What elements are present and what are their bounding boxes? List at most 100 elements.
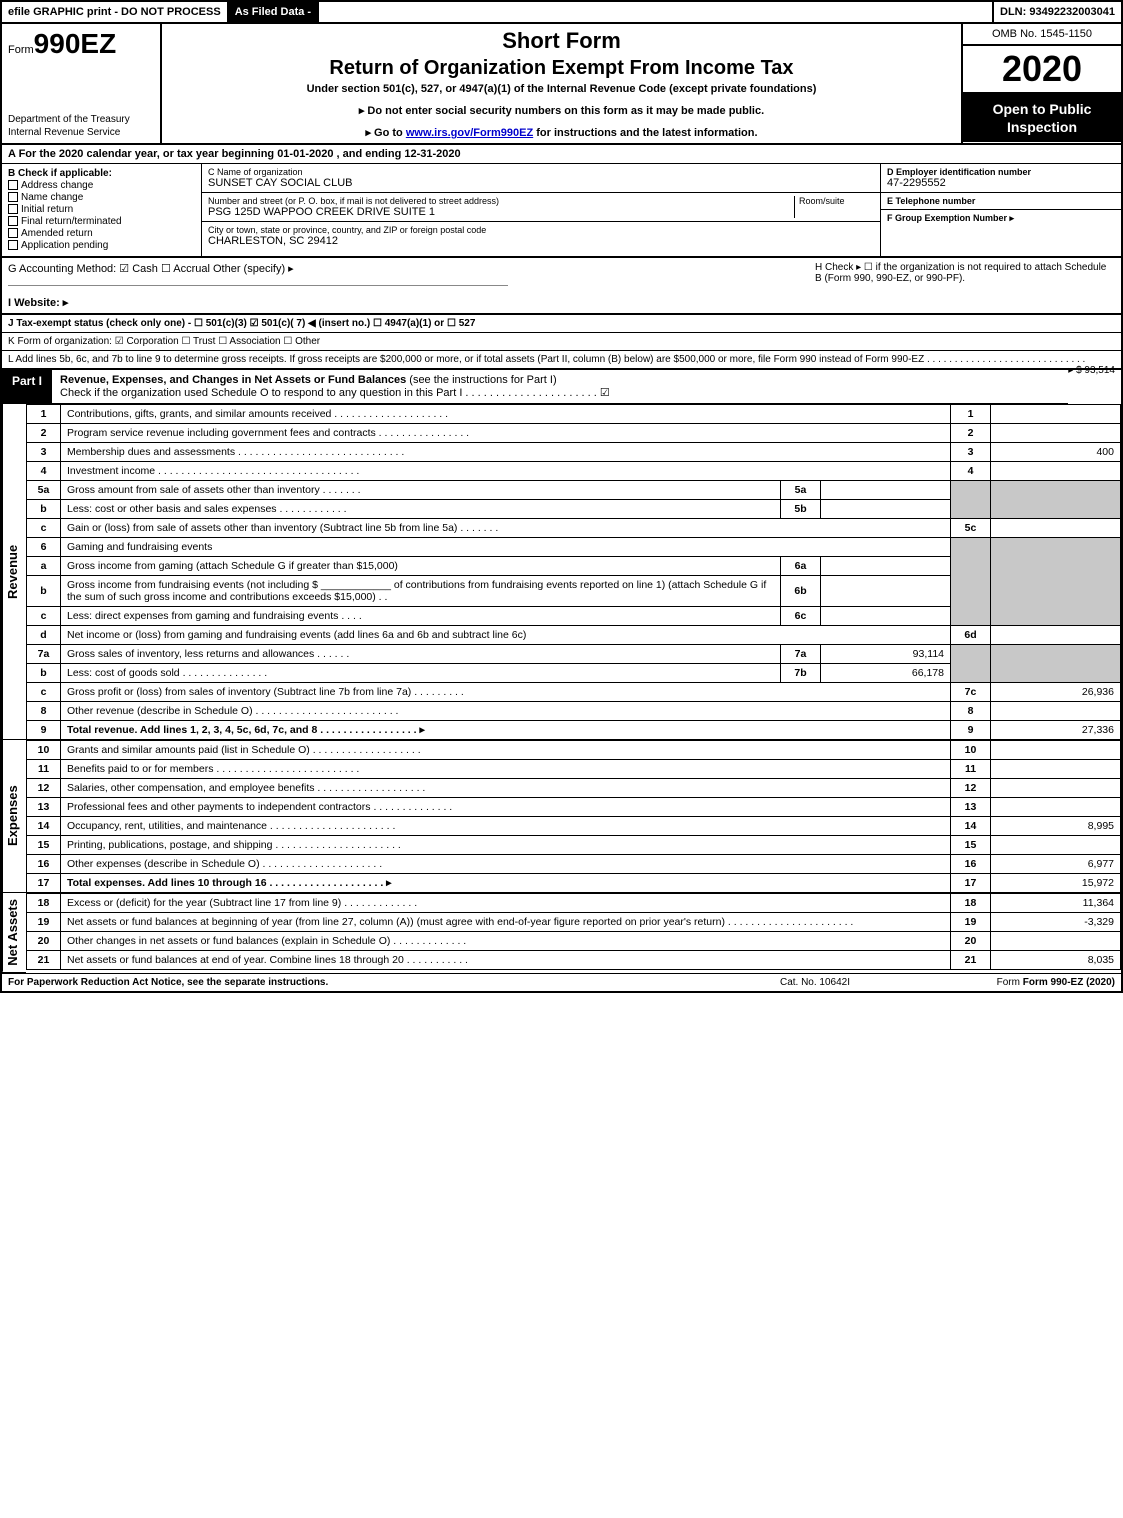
line-8: 8Other revenue (describe in Schedule O) … (27, 702, 1121, 721)
line-num: 8 (27, 702, 61, 721)
form-number-big: 990EZ (34, 28, 117, 59)
open-to-public: Open to Public Inspection (963, 94, 1121, 142)
line-11: 11Benefits paid to or for members . . . … (27, 760, 1121, 779)
address-cell: Number and street (or P. O. box, if mail… (202, 193, 880, 222)
chk-initial-return[interactable]: Initial return (8, 204, 195, 215)
line-9: 9Total revenue. Add lines 1, 2, 3, 4, 5c… (27, 721, 1121, 740)
line-rnum: 14 (951, 817, 991, 836)
line-value: 6,977 (991, 855, 1121, 874)
line-text-bold: Total expenses. Add lines 10 through 16 … (67, 877, 391, 889)
topbar-spacer (319, 2, 994, 22)
expenses-table: 10Grants and similar amounts paid (list … (26, 740, 1121, 893)
checkbox-icon (8, 240, 18, 250)
line-num: c (27, 607, 61, 626)
line-text: Excess or (deficit) for the year (Subtra… (61, 894, 951, 913)
line-rnum: 2 (951, 424, 991, 443)
chk-address-change[interactable]: Address change (8, 180, 195, 191)
line-num: 15 (27, 836, 61, 855)
line-text: Other revenue (describe in Schedule O) .… (61, 702, 951, 721)
line-num: c (27, 683, 61, 702)
line-text: Other changes in net assets or fund bala… (61, 932, 951, 951)
chk-final-return[interactable]: Final return/terminated (8, 216, 195, 227)
subline-num: 5b (781, 500, 821, 519)
netassets-table: 18Excess or (deficit) for the year (Subt… (26, 893, 1121, 970)
chk-label: Name change (21, 192, 83, 203)
row-k: K Form of organization: ☑ Corporation ☐ … (2, 333, 1121, 351)
subtitle-ssn: ▸ Do not enter social security numbers o… (170, 104, 953, 117)
line-rnum: 3 (951, 443, 991, 462)
line-num: 5a (27, 481, 61, 500)
line-value: 8,035 (991, 951, 1121, 970)
net-assets-section: Net Assets 18Excess or (deficit) for the… (2, 893, 1121, 973)
line-value (991, 702, 1121, 721)
line-num: 12 (27, 779, 61, 798)
asfiled-segment: As Filed Data - (229, 2, 319, 22)
line-21: 21Net assets or fund balances at end of … (27, 951, 1121, 970)
chk-label: Address change (21, 180, 93, 191)
ein-label: D Employer identification number (887, 167, 1115, 177)
part1-title: Revenue, Expenses, and Changes in Net As… (52, 370, 1068, 403)
line-rnum: 18 (951, 894, 991, 913)
line-text: Total expenses. Add lines 10 through 16 … (61, 874, 951, 893)
checkbox-icon (8, 228, 18, 238)
line-text: Program service revenue including govern… (61, 424, 951, 443)
line-value (991, 798, 1121, 817)
box-c: C Name of organization SUNSET CAY SOCIAL… (202, 164, 881, 256)
line-5c: cGain or (loss) from sale of assets othe… (27, 519, 1121, 538)
org-name-value: SUNSET CAY SOCIAL CLUB (208, 177, 874, 189)
line-3: 3Membership dues and assessments . . . .… (27, 443, 1121, 462)
line-rnum: 7c (951, 683, 991, 702)
line-text: Less: cost of goods sold . . . . . . . .… (61, 664, 781, 683)
line-rnum: 9 (951, 721, 991, 740)
subtitle-code: Under section 501(c), 527, or 4947(a)(1)… (170, 83, 953, 95)
subline-num: 6b (781, 576, 821, 607)
line-value (991, 741, 1121, 760)
line-18: 18Excess or (deficit) for the year (Subt… (27, 894, 1121, 913)
subline-value: 93,114 (821, 645, 951, 664)
line-num: b (27, 664, 61, 683)
line-num: 17 (27, 874, 61, 893)
line-value (991, 519, 1121, 538)
header-mid: Short Form Return of Organization Exempt… (162, 24, 961, 143)
efile-segment: efile GRAPHIC print - DO NOT PROCESS (2, 2, 229, 22)
phone-label: E Telephone number (887, 196, 1115, 206)
goto-pre: ▸ Go to (365, 127, 405, 139)
line-text: Gross income from gaming (attach Schedul… (61, 557, 781, 576)
gray-cell (991, 538, 1121, 626)
address-label: Number and street (or P. O. box, if mail… (208, 196, 794, 206)
subtitle-goto: ▸ Go to www.irs.gov/Form990EZ for instru… (170, 126, 953, 139)
footer-right: Form Form 990-EZ (2020) (915, 977, 1115, 988)
line-16: 16Other expenses (describe in Schedule O… (27, 855, 1121, 874)
title-return: Return of Organization Exempt From Incom… (170, 57, 953, 80)
line-7c: cGross profit or (loss) from sales of in… (27, 683, 1121, 702)
chk-application-pending[interactable]: Application pending (8, 240, 195, 251)
line-rnum: 13 (951, 798, 991, 817)
expenses-section: Expenses 10Grants and similar amounts pa… (2, 740, 1121, 893)
box-b: B Check if applicable: Address change Na… (2, 164, 202, 256)
part1-title-text: Revenue, Expenses, and Changes in Net As… (60, 374, 406, 386)
form-page: efile GRAPHIC print - DO NOT PROCESS As … (0, 0, 1123, 993)
line-num: 11 (27, 760, 61, 779)
subline-value (821, 557, 951, 576)
line-text: Less: cost or other basis and sales expe… (61, 500, 781, 519)
line-rnum: 4 (951, 462, 991, 481)
irs-link[interactable]: www.irs.gov/Form990EZ (406, 127, 533, 139)
line-num: 2 (27, 424, 61, 443)
omb-number: OMB No. 1545-1150 (963, 24, 1121, 46)
line-text: Printing, publications, postage, and shi… (61, 836, 951, 855)
header-right: OMB No. 1545-1150 2020 Open to Public In… (961, 24, 1121, 143)
line-text: Contributions, gifts, grants, and simila… (61, 405, 951, 424)
chk-amended[interactable]: Amended return (8, 228, 195, 239)
line-num: 7a (27, 645, 61, 664)
line-2: 2Program service revenue including gover… (27, 424, 1121, 443)
line-num: d (27, 626, 61, 645)
line-13: 13Professional fees and other payments t… (27, 798, 1121, 817)
gray-cell (951, 645, 991, 683)
line-value (991, 626, 1121, 645)
checkbox-icon (8, 180, 18, 190)
topbar: efile GRAPHIC print - DO NOT PROCESS As … (2, 2, 1121, 24)
chk-name-change[interactable]: Name change (8, 192, 195, 203)
box-b-title: B Check if applicable: (8, 168, 195, 179)
box-d: D Employer identification number 47-2295… (881, 164, 1121, 193)
line-num: b (27, 500, 61, 519)
